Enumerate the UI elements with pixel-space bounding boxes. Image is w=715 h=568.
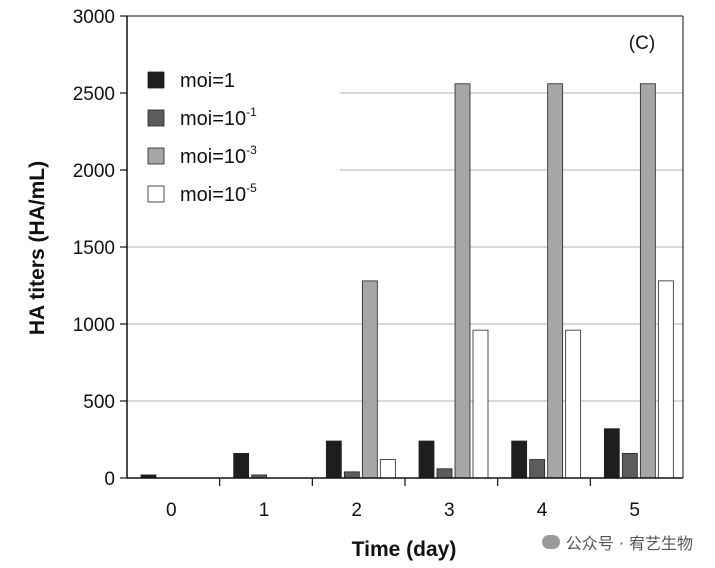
x-axis-title: Time (day) — [352, 538, 457, 561]
legend: moi=1 moi=10-1 moi=10-3 moi=10-5 — [147, 70, 257, 206]
x-tick-label: 5 — [629, 500, 640, 521]
bar-day3-series0 — [418, 440, 435, 479]
legend-label: moi=10-3 — [180, 143, 257, 168]
watermark: 公众号 · 宥艺生物 — [541, 530, 693, 554]
legend-swatch — [147, 147, 165, 165]
bar-day2-series0 — [325, 440, 342, 479]
wechat-icon — [541, 535, 560, 549]
x-tick-label: 1 — [259, 500, 270, 521]
bars — [140, 83, 674, 479]
y-tick-label: 0 — [104, 469, 115, 490]
y-tick-label: 3000 — [73, 7, 115, 28]
y-tick-label: 1000 — [73, 315, 115, 336]
legend-swatch — [147, 109, 165, 127]
legend-label: moi=1 — [180, 70, 235, 92]
bar-day1-series0 — [233, 452, 250, 479]
bar-day5-series1 — [621, 452, 638, 479]
legend-swatch — [147, 185, 165, 203]
x-tick-label: 4 — [537, 500, 548, 521]
bar-day2-series2 — [361, 280, 378, 479]
y-axis-title: HA titers (HA/mL) — [26, 161, 49, 335]
bar-day4-series1 — [529, 459, 546, 479]
y-tick-label: 2000 — [73, 161, 115, 182]
y-tick-label: 500 — [83, 392, 115, 413]
bar-day4-series2 — [547, 83, 564, 479]
bar-day3-series1 — [436, 468, 453, 479]
bar-day5-series2 — [639, 83, 656, 479]
legend-label: moi=10-5 — [180, 181, 257, 206]
bar-day4-series0 — [511, 440, 528, 479]
bar-day3-series2 — [454, 83, 471, 479]
gridlines — [127, 92, 683, 402]
bar-day2-series3 — [379, 459, 396, 479]
y-tick-label: 2500 — [73, 84, 115, 105]
x-tick-label: 2 — [351, 500, 362, 521]
panel-label: (C) — [629, 33, 655, 54]
x-tick-labels: 0 1 2 3 4 5 — [166, 478, 640, 521]
y-tick-labels: 0 500 1000 1500 2000 2500 3000 — [73, 7, 127, 490]
bar-day4-series3 — [565, 329, 582, 479]
bar-day5-series0 — [603, 428, 620, 479]
legend-label: moi=10-1 — [180, 105, 257, 130]
bar-day5-series3 — [657, 280, 674, 479]
x-tick-label: 3 — [444, 500, 455, 521]
watermark-text: 公众号 · 宥艺生物 — [565, 534, 693, 553]
bar-day3-series3 — [472, 329, 489, 479]
y-tick-label: 1500 — [73, 238, 115, 259]
bar-day2-series1 — [343, 471, 360, 479]
x-tick-label: 0 — [166, 500, 177, 521]
legend-swatch — [147, 71, 165, 89]
